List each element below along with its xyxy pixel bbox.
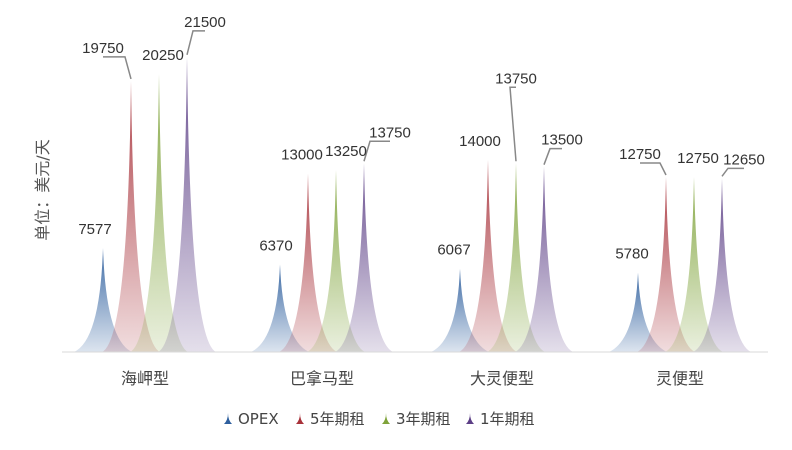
spike-5年期租-海岬型 <box>102 80 160 353</box>
spike-OPEX-灵便型 <box>609 272 667 352</box>
spike-3年期租-巴拿马型 <box>307 170 365 352</box>
legend-marker <box>466 413 474 424</box>
data-label: 19750 <box>82 40 124 57</box>
spike-5年期租-灵便型 <box>637 176 695 352</box>
data-label: 6370 <box>259 238 292 255</box>
leader-line <box>509 86 517 162</box>
spike-1年期租-巴拿马型 <box>335 163 393 352</box>
x-tick-label: 海岬型 <box>121 369 169 388</box>
data-label: 13250 <box>325 143 367 160</box>
leader-line <box>103 56 132 80</box>
spike-OPEX-大灵便型 <box>431 268 489 352</box>
x-tick-label: 巴拿马型 <box>290 369 354 388</box>
legend-marker <box>296 413 304 424</box>
spike-3年期租-灵便型 <box>665 176 723 352</box>
leader-line <box>186 30 205 56</box>
spike-OPEX-巴拿马型 <box>251 264 309 352</box>
spike-5年期租-巴拿马型 <box>279 173 337 352</box>
spike-OPEX-海岬型 <box>74 247 132 352</box>
data-label: 7577 <box>78 221 111 238</box>
legend-label: OPEX <box>238 410 279 428</box>
x-tick-label: 灵便型 <box>656 369 704 388</box>
data-label: 21500 <box>184 14 226 31</box>
data-label: 12750 <box>677 150 719 167</box>
data-label: 20250 <box>142 47 184 64</box>
spike-3年期租-大灵便型 <box>487 163 545 352</box>
data-label: 13500 <box>541 132 583 149</box>
legend-label: 3年期租 <box>396 410 451 428</box>
legend-label: 5年期租 <box>310 410 365 428</box>
data-label: 12750 <box>619 146 661 163</box>
data-label: 13750 <box>495 70 537 87</box>
legend-marker <box>224 413 232 424</box>
leader-line <box>721 167 744 177</box>
spike-1年期租-大灵便型 <box>515 166 573 352</box>
legend-marker <box>382 413 390 424</box>
data-label: 6067 <box>437 242 470 259</box>
legend-label: 1年期租 <box>480 410 535 428</box>
data-label: 12650 <box>723 151 765 168</box>
spike-1年期租-灵便型 <box>693 178 751 352</box>
spike-1年期租-海岬型 <box>158 56 216 352</box>
data-label: 5780 <box>615 246 648 263</box>
spike-5年期租-大灵便型 <box>459 159 517 352</box>
data-label: 13750 <box>369 124 411 141</box>
leader-line <box>363 140 390 162</box>
x-tick-label: 大灵便型 <box>470 369 534 388</box>
data-label: 13000 <box>281 147 323 164</box>
y-axis-label: 单位：美元/天 <box>33 139 52 240</box>
leader-line <box>543 147 562 165</box>
spike-3年期租-海岬型 <box>130 74 188 352</box>
leader-line <box>640 162 667 176</box>
data-label: 14000 <box>459 133 501 150</box>
